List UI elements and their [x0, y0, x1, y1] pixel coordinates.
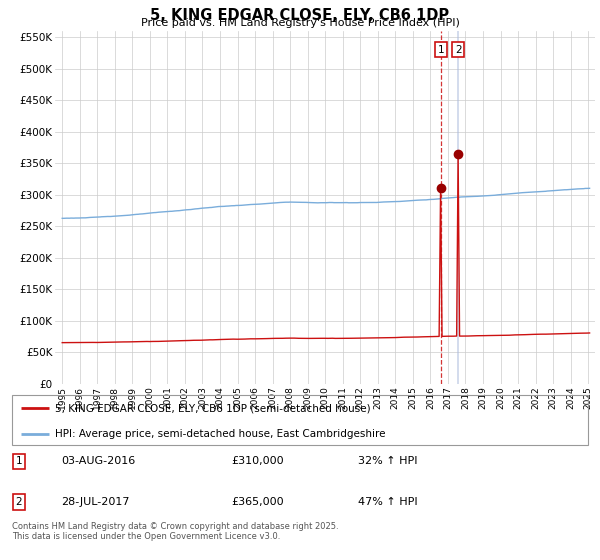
Text: 03-AUG-2016: 03-AUG-2016 [61, 456, 135, 466]
Text: 28-JUL-2017: 28-JUL-2017 [61, 497, 130, 507]
Text: 47% ↑ HPI: 47% ↑ HPI [358, 497, 417, 507]
Text: 1: 1 [16, 456, 22, 466]
Text: Contains HM Land Registry data © Crown copyright and database right 2025.
This d: Contains HM Land Registry data © Crown c… [12, 522, 338, 542]
Text: £365,000: £365,000 [231, 497, 284, 507]
Text: £310,000: £310,000 [231, 456, 284, 466]
Text: Price paid vs. HM Land Registry's House Price Index (HPI): Price paid vs. HM Land Registry's House … [140, 18, 460, 29]
Text: HPI: Average price, semi-detached house, East Cambridgeshire: HPI: Average price, semi-detached house,… [55, 429, 386, 439]
Text: 1: 1 [437, 45, 444, 55]
Bar [457, 31, 459, 384]
Text: 5, KING EDGAR CLOSE, ELY, CB6 1DP: 5, KING EDGAR CLOSE, ELY, CB6 1DP [151, 8, 449, 24]
Text: 2: 2 [455, 45, 461, 55]
Text: 5, KING EDGAR CLOSE, ELY, CB6 1DP (semi-detached house): 5, KING EDGAR CLOSE, ELY, CB6 1DP (semi-… [55, 403, 371, 413]
Text: 32% ↑ HPI: 32% ↑ HPI [358, 456, 417, 466]
Text: 2: 2 [16, 497, 22, 507]
